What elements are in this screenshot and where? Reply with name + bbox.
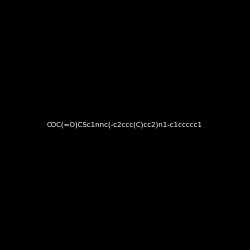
Text: COC(=O)CSc1nnc(-c2ccc(C)cc2)n1-c1ccccc1: COC(=O)CSc1nnc(-c2ccc(C)cc2)n1-c1ccccc1 — [47, 122, 203, 128]
